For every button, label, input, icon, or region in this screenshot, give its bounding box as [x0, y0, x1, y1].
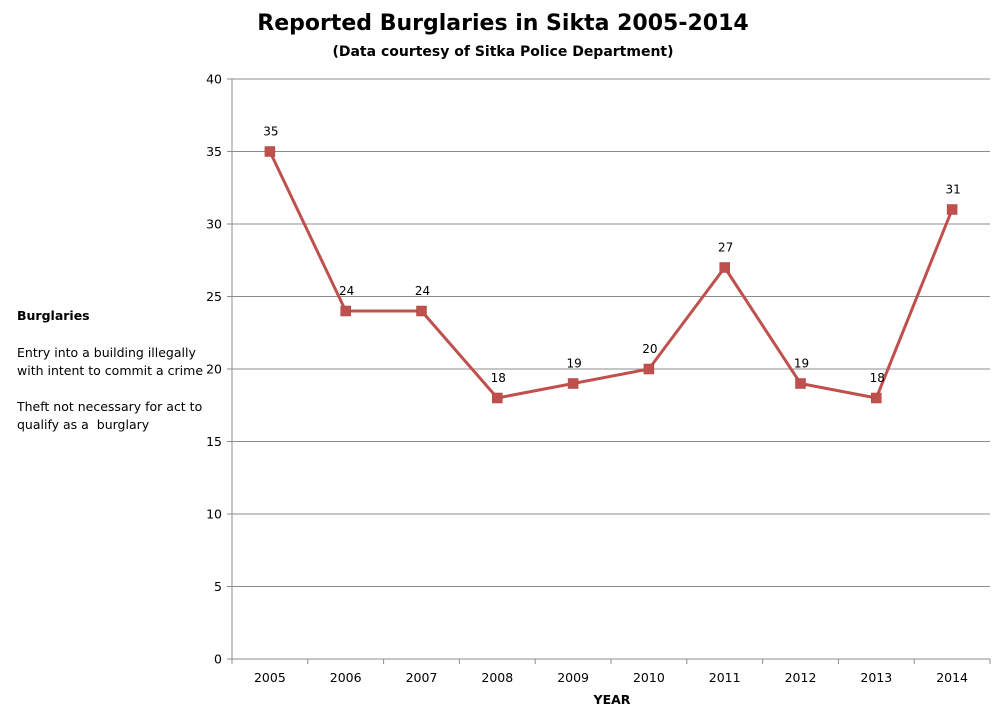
data-point-2013: [871, 392, 882, 404]
y-tick-label-20: 20: [206, 362, 222, 377]
data-point-2006: [340, 305, 351, 317]
data-point-2007: [416, 305, 427, 317]
x-tick-label-2012: 2012: [785, 670, 817, 685]
note-heading: Burglaries: [17, 308, 90, 323]
x-tick-label-2005: 2005: [254, 670, 286, 685]
definition-note: Burglaries Entry into a building illegal…: [16, 308, 203, 432]
data-label-2012: 19: [794, 357, 809, 371]
x-tick-label-2006: 2006: [330, 670, 362, 685]
gridlines: [232, 78, 990, 587]
data-label-2006: 24: [339, 284, 354, 298]
note-line-1: Entry into a building illegally: [17, 345, 196, 360]
data-point-2014: [946, 204, 958, 215]
x-tick-label-2009: 2009: [557, 670, 589, 685]
y-tick-label-0: 0: [214, 652, 222, 667]
x-tick-label-2014: 2014: [936, 670, 968, 685]
data-point-2010: [643, 363, 655, 375]
data-point-2008: [492, 392, 503, 404]
note-line-3: Theft not necessary for act to: [16, 399, 202, 414]
y-tick-label-40: 40: [206, 72, 222, 87]
x-tick-label-2008: 2008: [481, 670, 513, 685]
data-point-2005: [264, 146, 276, 157]
x-tick-label-2011: 2011: [709, 670, 741, 685]
x-tick-label-2013: 2013: [860, 670, 892, 685]
data-label-2007: 24: [415, 284, 430, 298]
axes: 0 5 10 15 20 25 30 35 40 2005 2006 2007 2008 2009 2010…: [206, 72, 991, 685]
data-label-2013: 18: [870, 371, 885, 385]
y-tick-label-30: 30: [206, 217, 222, 232]
x-tick-label-2010: 2010: [633, 670, 665, 685]
y-tick-label-10: 10: [206, 507, 222, 522]
data-label-2008: 18: [491, 371, 506, 385]
y-tick-label-5: 5: [214, 579, 222, 594]
note-line-4: qualify as a burglary: [17, 417, 150, 432]
data-label-2009: 19: [566, 357, 581, 371]
data-label-2011: 27: [718, 241, 733, 255]
data-labels: 35 24 24 18 19 20 27 19 18 31: [263, 125, 960, 386]
x-tick-label-2007: 2007: [406, 670, 438, 685]
y-tick-label-15: 15: [206, 434, 222, 449]
y-tick-label-35: 35: [206, 144, 222, 159]
chart-title: Reported Burglaries in Sikta 2005-2014: [257, 11, 748, 36]
x-axis-title: YEAR: [593, 692, 631, 707]
series-line-0: [268, 150, 954, 400]
chart-subtitle: (Data courtesy of Sitka Police Departmen…: [332, 44, 673, 60]
data-label-2010: 20: [642, 342, 657, 356]
data-point-2009: [567, 378, 579, 389]
y-tick-label-25: 25: [206, 289, 222, 304]
series-burglaries: [264, 146, 958, 404]
data-label-2014: 31: [945, 183, 960, 197]
data-label-2005: 35: [263, 125, 278, 139]
data-point-2011: [719, 262, 730, 273]
note-line-2: with intent to commit a crime: [17, 363, 203, 378]
data-point-2012: [795, 378, 806, 389]
